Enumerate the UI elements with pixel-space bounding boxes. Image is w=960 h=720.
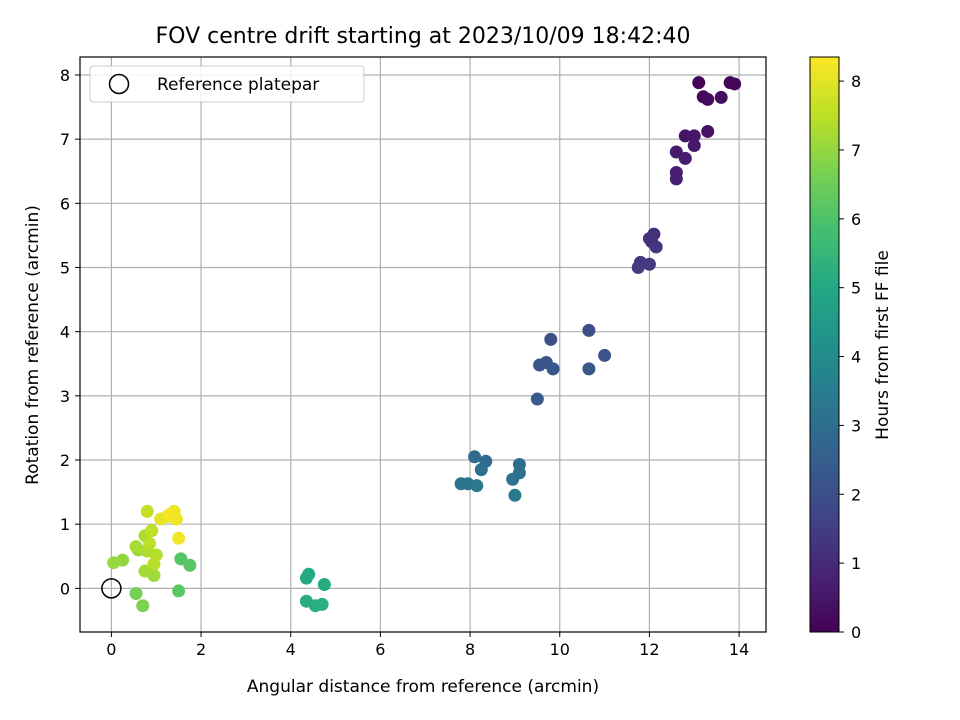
- data-point: [728, 77, 742, 91]
- data-point: [701, 124, 715, 138]
- colorbar-tick-label: 7: [851, 141, 861, 160]
- data-point: [145, 524, 159, 538]
- colorbar-tick-label: 6: [851, 210, 861, 229]
- data-point: [598, 348, 612, 362]
- data-point: [474, 463, 488, 477]
- colorbar-tick-label: 5: [851, 279, 861, 298]
- data-point: [470, 479, 484, 493]
- data-point: [642, 257, 656, 271]
- y-tick-label: 4: [60, 323, 70, 342]
- data-point: [508, 488, 522, 502]
- colorbar-tick-label: 2: [851, 485, 861, 504]
- data-point: [669, 145, 683, 159]
- colorbar-tick-label: 1: [851, 554, 861, 573]
- data-point: [138, 564, 152, 578]
- legend: Reference platepar: [89, 65, 365, 103]
- data-point: [544, 332, 558, 346]
- colorbar-tick-label: 4: [851, 348, 861, 367]
- x-tick-label: 0: [106, 640, 116, 659]
- data-point: [315, 597, 329, 611]
- data-point: [506, 472, 520, 486]
- colorbar-tick-label: 8: [851, 72, 861, 91]
- data-point: [582, 323, 596, 337]
- grid-lines: [80, 57, 766, 632]
- data-point: [129, 540, 143, 554]
- data-point: [172, 584, 186, 598]
- data-point: [582, 362, 596, 376]
- data-point: [174, 552, 188, 566]
- colorbar-gradient: [809, 56, 840, 633]
- x-tick-label: 10: [550, 640, 570, 659]
- data-point: [649, 240, 663, 254]
- colorbar-tick-label: 0: [851, 623, 861, 642]
- data-point: [183, 558, 197, 572]
- y-tick-label: 7: [60, 130, 70, 149]
- colorbar-label: Hours from first FF file: [873, 250, 893, 440]
- y-tick-label: 6: [60, 194, 70, 213]
- legend-entry-reference: Reference platepar: [157, 75, 319, 95]
- data-point: [129, 586, 143, 600]
- y-tick-label: 1: [60, 515, 70, 534]
- data-point: [140, 504, 154, 518]
- y-axis-ticks: 0 1 2 3 4 5 6 7 8: [60, 66, 80, 598]
- colorbar-tick-label: 3: [851, 416, 861, 435]
- data-point: [142, 536, 156, 550]
- y-tick-label: 0: [60, 579, 70, 598]
- data-point: [147, 557, 161, 571]
- x-tick-label: 14: [729, 640, 749, 659]
- x-tick-label: 6: [375, 640, 385, 659]
- data-point: [678, 151, 692, 165]
- y-tick-label: 5: [60, 258, 70, 277]
- data-point: [468, 450, 482, 464]
- data-point: [546, 362, 560, 376]
- data-point: [317, 578, 331, 592]
- reference-marker: [101, 578, 122, 599]
- y-tick-label: 2: [60, 451, 70, 470]
- x-axis-ticks: 0 2 4 6 8 10 12 14: [106, 632, 749, 659]
- legend-box: [89, 65, 365, 103]
- data-point: [687, 139, 701, 153]
- data-point: [299, 571, 313, 585]
- data-point: [678, 129, 692, 143]
- x-axis-label: Angular distance from reference (arcmin): [247, 677, 599, 697]
- legend-marker: [108, 73, 130, 95]
- plot-frame: [79, 56, 767, 633]
- data-point: [631, 260, 645, 274]
- y-axis-label: Rotation from reference (arcmin): [23, 205, 43, 485]
- data-point: [701, 92, 715, 106]
- data-point: [163, 508, 177, 522]
- data-point: [714, 90, 728, 104]
- data-point: [692, 76, 706, 90]
- data-points: [101, 76, 742, 613]
- data-point: [530, 392, 544, 406]
- chart-title: FOV centre drift starting at 2023/10/09 …: [156, 24, 691, 49]
- y-tick-label: 8: [60, 66, 70, 85]
- x-tick-label: 8: [465, 640, 475, 659]
- y-tick-label: 3: [60, 387, 70, 406]
- data-point: [687, 129, 701, 143]
- x-tick-label: 4: [286, 640, 296, 659]
- data-point: [669, 172, 683, 186]
- colorbar-ticks: 0 1 2 3 4 5 6 7 8: [839, 72, 861, 642]
- data-point: [107, 556, 121, 570]
- x-tick-label: 12: [639, 640, 659, 659]
- data-point: [172, 531, 186, 545]
- colorbar: 0 1 2 3 4 5 6 7 8 Hours from first FF file: [809, 56, 893, 642]
- data-point: [533, 358, 547, 372]
- x-tick-label: 2: [196, 640, 206, 659]
- data-point: [136, 599, 150, 613]
